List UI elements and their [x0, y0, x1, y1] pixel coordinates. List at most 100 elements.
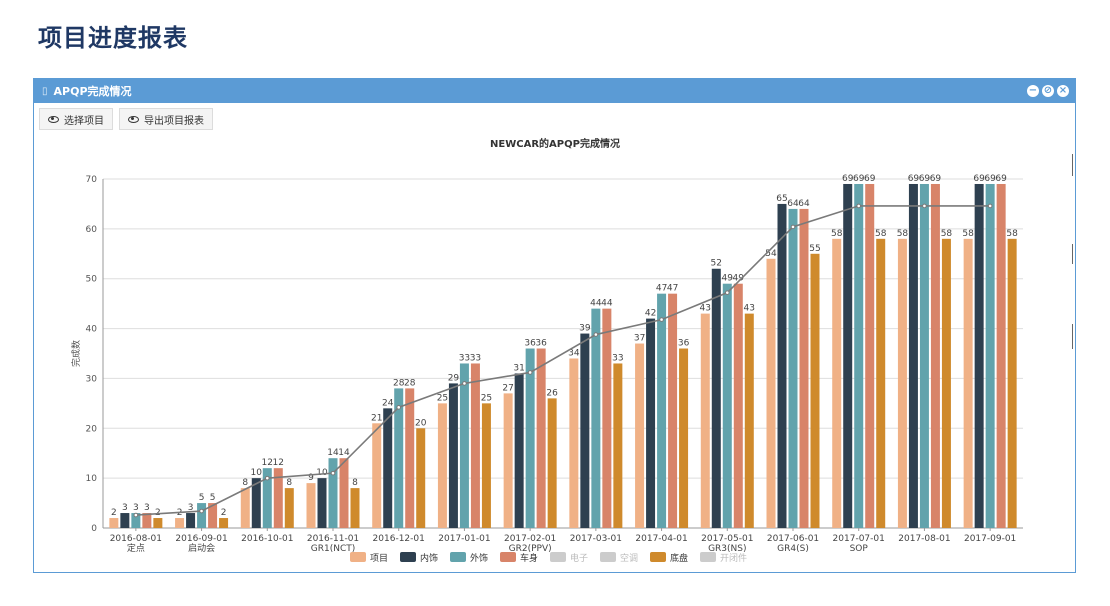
legend-label: 空调 — [620, 552, 638, 564]
bar-内饰 — [843, 183, 853, 528]
panel-header: ▯ APQP完成情况 − ⊘ × — [34, 79, 1075, 103]
x-tick-sublabel: 启动会 — [188, 542, 215, 554]
bar-value-label: 3 — [144, 503, 150, 513]
legend-label: 外饰 — [470, 552, 488, 564]
bar-底盘 — [416, 428, 426, 528]
bar-车身 — [799, 208, 809, 528]
bar-value-label: 3 — [122, 503, 128, 513]
bar-value-label: 5 — [199, 493, 205, 503]
bar-底盘 — [284, 488, 294, 528]
bar-内饰 — [317, 478, 327, 528]
bar-项目 — [635, 343, 645, 528]
bar-value-label: 14 — [327, 448, 339, 458]
legend-swatch-电子 — [550, 552, 566, 562]
bar-value-label: 58 — [941, 229, 953, 239]
bar-value-label: 54 — [765, 249, 777, 259]
bar-外饰 — [131, 513, 141, 528]
y-tick-label: 30 — [86, 374, 98, 384]
bar-value-label: 29 — [448, 373, 460, 383]
bar-项目 — [832, 238, 842, 529]
bar-value-label: 3 — [133, 503, 139, 513]
close-icon[interactable]: × — [1057, 85, 1069, 97]
apqp-chart: NEWCAR的APQP完成情况 0 10 20 30 40 50 60 70 完成数 2016-08… — [70, 137, 1023, 564]
bar-项目 — [437, 403, 447, 528]
bar-value-label: 12 — [262, 458, 273, 468]
bar-value-label: 36 — [524, 339, 536, 349]
bar-车身 — [405, 388, 415, 528]
bar-value-label: 47 — [656, 284, 667, 294]
bar-内饰 — [974, 183, 984, 528]
export-report-button[interactable]: 导出项目报表 — [119, 108, 213, 130]
bar-value-label: 65 — [776, 194, 787, 204]
bar-内饰 — [251, 478, 261, 528]
bar-项目 — [766, 258, 776, 528]
bar-value-label: 5 — [210, 493, 216, 503]
bar-车身 — [865, 183, 875, 528]
bar-value-label: 69 — [853, 174, 865, 184]
eye-icon — [128, 115, 139, 123]
legend-swatch-项目 — [350, 552, 366, 562]
bar-value-label: 9 — [308, 473, 314, 483]
restore-icon[interactable]: ⊘ — [1042, 85, 1054, 97]
legend-swatch-车身 — [500, 552, 516, 562]
panel-title: APQP完成情况 — [53, 85, 132, 98]
bar-外饰 — [394, 388, 404, 528]
bar-外饰 — [525, 348, 535, 528]
minimize-icon[interactable]: − — [1027, 85, 1039, 97]
bar-value-label: 25 — [437, 393, 448, 403]
bar-value-label: 47 — [667, 284, 678, 294]
bar-value-label: 49 — [722, 274, 734, 284]
page-title: 项目进度报表 — [38, 24, 188, 52]
bar-value-label: 69 — [908, 174, 920, 184]
bar-value-label: 28 — [404, 378, 416, 388]
x-tick-label: 2016-09-01 — [175, 534, 227, 544]
y-axis-label: 完成数 — [70, 340, 82, 367]
bar-value-label: 14 — [338, 448, 350, 458]
bar-value-label: 39 — [579, 324, 591, 334]
bar-外饰 — [328, 458, 338, 528]
bar-项目 — [700, 313, 710, 528]
y-tick-label: 60 — [86, 225, 98, 235]
x-tick-sublabel: GR3(NS) — [708, 544, 746, 554]
bar-value-label: 8 — [242, 478, 248, 488]
bar-车身 — [536, 348, 546, 528]
bar-底盘 — [481, 403, 491, 528]
bar-车身 — [273, 468, 283, 528]
bar-外饰 — [985, 183, 995, 528]
x-tick-label: 2017-02-01 — [504, 534, 556, 544]
trend-line — [135, 205, 991, 516]
bar-内饰 — [120, 513, 130, 528]
x-tick-label: 2017-06-01 — [767, 534, 819, 544]
apqp-panel: ▯ APQP完成情况 − ⊘ × NEWCAR的APQP完成情况 0 10 20 30 4… — [33, 78, 1076, 573]
bar-底盘 — [876, 238, 886, 529]
bar-底盘 — [744, 313, 754, 528]
scrollbar-mark — [1072, 324, 1073, 349]
bar-车身 — [930, 183, 940, 528]
bar-value-label: 64 — [787, 199, 799, 209]
bar-车身 — [470, 363, 480, 528]
bar-项目 — [109, 518, 119, 528]
bar-value-label: 36 — [535, 339, 547, 349]
bar-车身 — [208, 503, 218, 528]
bar-value-label: 44 — [601, 299, 613, 309]
x-tick-label: 2016-12-01 — [373, 534, 425, 544]
trend-point — [330, 470, 336, 476]
bar-底盘 — [810, 253, 820, 529]
bar-value-label: 69 — [984, 174, 996, 184]
bar-车身 — [142, 513, 152, 528]
select-project-button[interactable]: 选择项目 — [39, 108, 113, 130]
x-tick-sublabel: GR4(S) — [777, 544, 809, 554]
x-tick-label: 2017-08-01 — [898, 534, 950, 544]
bar-value-label: 33 — [459, 353, 470, 363]
y-tick-label: 20 — [86, 424, 98, 434]
bar-value-label: 69 — [973, 174, 985, 184]
bar-内饰 — [383, 408, 393, 528]
y-tick-label: 10 — [86, 474, 98, 484]
scrollbar-mark — [1072, 154, 1073, 176]
bar-value-label: 24 — [382, 398, 394, 408]
bar-value-label: 36 — [678, 339, 690, 349]
bar-value-label: 33 — [470, 353, 481, 363]
legend-swatch-外饰 — [450, 552, 466, 562]
chart-area: NEWCAR的APQP完成情况 0 10 20 30 40 50 60 70 完成数 2016-08… — [34, 103, 1075, 572]
bar-外饰 — [591, 308, 601, 528]
